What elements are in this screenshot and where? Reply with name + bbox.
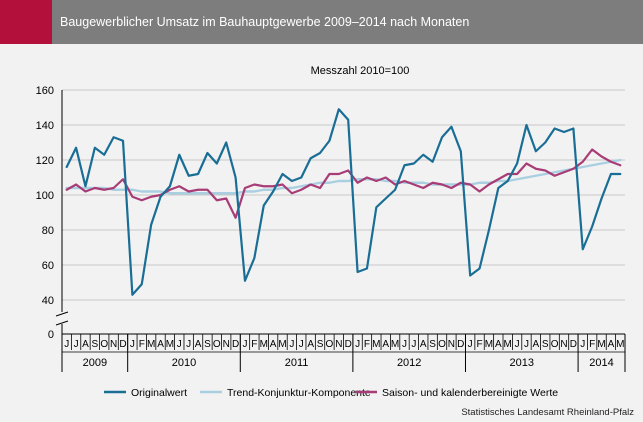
y-tick-label: 160	[36, 85, 54, 97]
month-tick-label: D	[570, 339, 577, 350]
month-tick-label: J	[402, 339, 407, 350]
month-tick-label: O	[326, 339, 334, 350]
month-tick-label: A	[420, 339, 427, 350]
month-tick-label: A	[195, 339, 202, 350]
month-tick-label: A	[533, 339, 540, 350]
month-tick-label: J	[74, 339, 79, 350]
month-tick-label: J	[289, 339, 294, 350]
header-bar	[0, 0, 643, 44]
month-tick-label: S	[204, 339, 211, 350]
month-tick-label: M	[278, 339, 286, 350]
month-tick-label: D	[119, 339, 126, 350]
month-tick-label: M	[147, 339, 155, 350]
month-tick-label: M	[504, 339, 512, 350]
y-tick-label: 140	[36, 120, 54, 132]
legend: Originalwert Trend-Konjunktur-Komponente S…	[104, 387, 558, 399]
month-tick-label: S	[92, 339, 99, 350]
month-tick-label: F	[589, 339, 595, 350]
month-tick-label: M	[616, 339, 624, 350]
year-label: 2014	[589, 357, 613, 369]
month-tick-label: J	[580, 339, 585, 350]
y-tick-label: 40	[42, 295, 54, 307]
series-lines	[65, 108, 622, 296]
y-tick-label: 60	[42, 260, 54, 272]
month-tick-label: M	[372, 339, 380, 350]
month-tick-label: M	[260, 339, 268, 350]
series-line	[65, 148, 622, 219]
month-tick-label: O	[213, 339, 221, 350]
axis-break-mark	[55, 311, 69, 326]
month-tick-label: J	[355, 339, 360, 350]
y-tick-label: 120	[36, 155, 54, 167]
month-tick-label: O	[100, 339, 108, 350]
month-tick-label: O	[438, 339, 446, 350]
month-tick-label: N	[560, 339, 567, 350]
month-tick-label: N	[223, 339, 230, 350]
month-tick-label: J	[177, 339, 182, 350]
y-tick-label: 0	[48, 329, 54, 341]
year-label: 2009	[83, 357, 107, 369]
month-tick-label: M	[391, 339, 399, 350]
month-tick-label: S	[317, 339, 324, 350]
month-tick-label: J	[242, 339, 247, 350]
month-tick-label: J	[524, 339, 529, 350]
month-tick-label: N	[335, 339, 342, 350]
month-tick-label: M	[597, 339, 605, 350]
month-tick-label: D	[232, 339, 239, 350]
month-tick-label: A	[270, 339, 277, 350]
month-tick-label: J	[515, 339, 520, 350]
series-line	[65, 108, 622, 296]
month-tick-label: A	[382, 339, 389, 350]
month-tick-label: D	[457, 339, 464, 350]
month-tick-label: A	[608, 339, 615, 350]
month-tick-label: F	[139, 339, 145, 350]
header-accent	[0, 0, 52, 44]
month-tick-label: J	[186, 339, 191, 350]
month-tick-label: J	[64, 339, 69, 350]
month-tick-label: A	[157, 339, 164, 350]
year-label: 2012	[397, 357, 421, 369]
month-tick-label: A	[307, 339, 314, 350]
chart-title: Baugewerblicher Umsatz im Bauhauptgewerb…	[60, 15, 470, 29]
month-tick-label: J	[130, 339, 135, 350]
legend-label: Trend-Konjunktur-Komponente	[227, 387, 371, 399]
month-tick-label: A	[495, 339, 502, 350]
month-tick-label: J	[468, 339, 473, 350]
month-tick-label: N	[448, 339, 455, 350]
month-tick-label: S	[429, 339, 436, 350]
month-tick-label: M	[485, 339, 493, 350]
month-tick-label: N	[110, 339, 117, 350]
y-tick-label: 100	[36, 190, 54, 202]
month-tick-label: A	[82, 339, 89, 350]
month-tick-label: F	[477, 339, 483, 350]
series-line	[65, 158, 622, 195]
source-note: Statistisches Landesamt Rheinland-Pfalz	[461, 407, 634, 418]
month-tick-label: F	[251, 339, 257, 350]
month-tick-label: D	[345, 339, 352, 350]
legend-label: Saison- und kalenderbereinigte Werte	[382, 387, 558, 399]
year-label: 2013	[510, 357, 534, 369]
year-label: 2011	[285, 357, 309, 369]
chart-subtitle: Messzahl 2010=100	[311, 65, 410, 77]
legend-label: Originalwert	[131, 387, 187, 399]
y-tick-label: 80	[42, 225, 54, 237]
month-tick-label: J	[411, 339, 416, 350]
month-tick-label: O	[551, 339, 559, 350]
grid-lines	[62, 89, 625, 301]
month-tick-label: F	[364, 339, 370, 350]
year-label: 2010	[172, 357, 196, 369]
month-tick-label: S	[542, 339, 549, 350]
month-tick-label: J	[299, 339, 304, 350]
month-tick-label: M	[166, 339, 174, 350]
